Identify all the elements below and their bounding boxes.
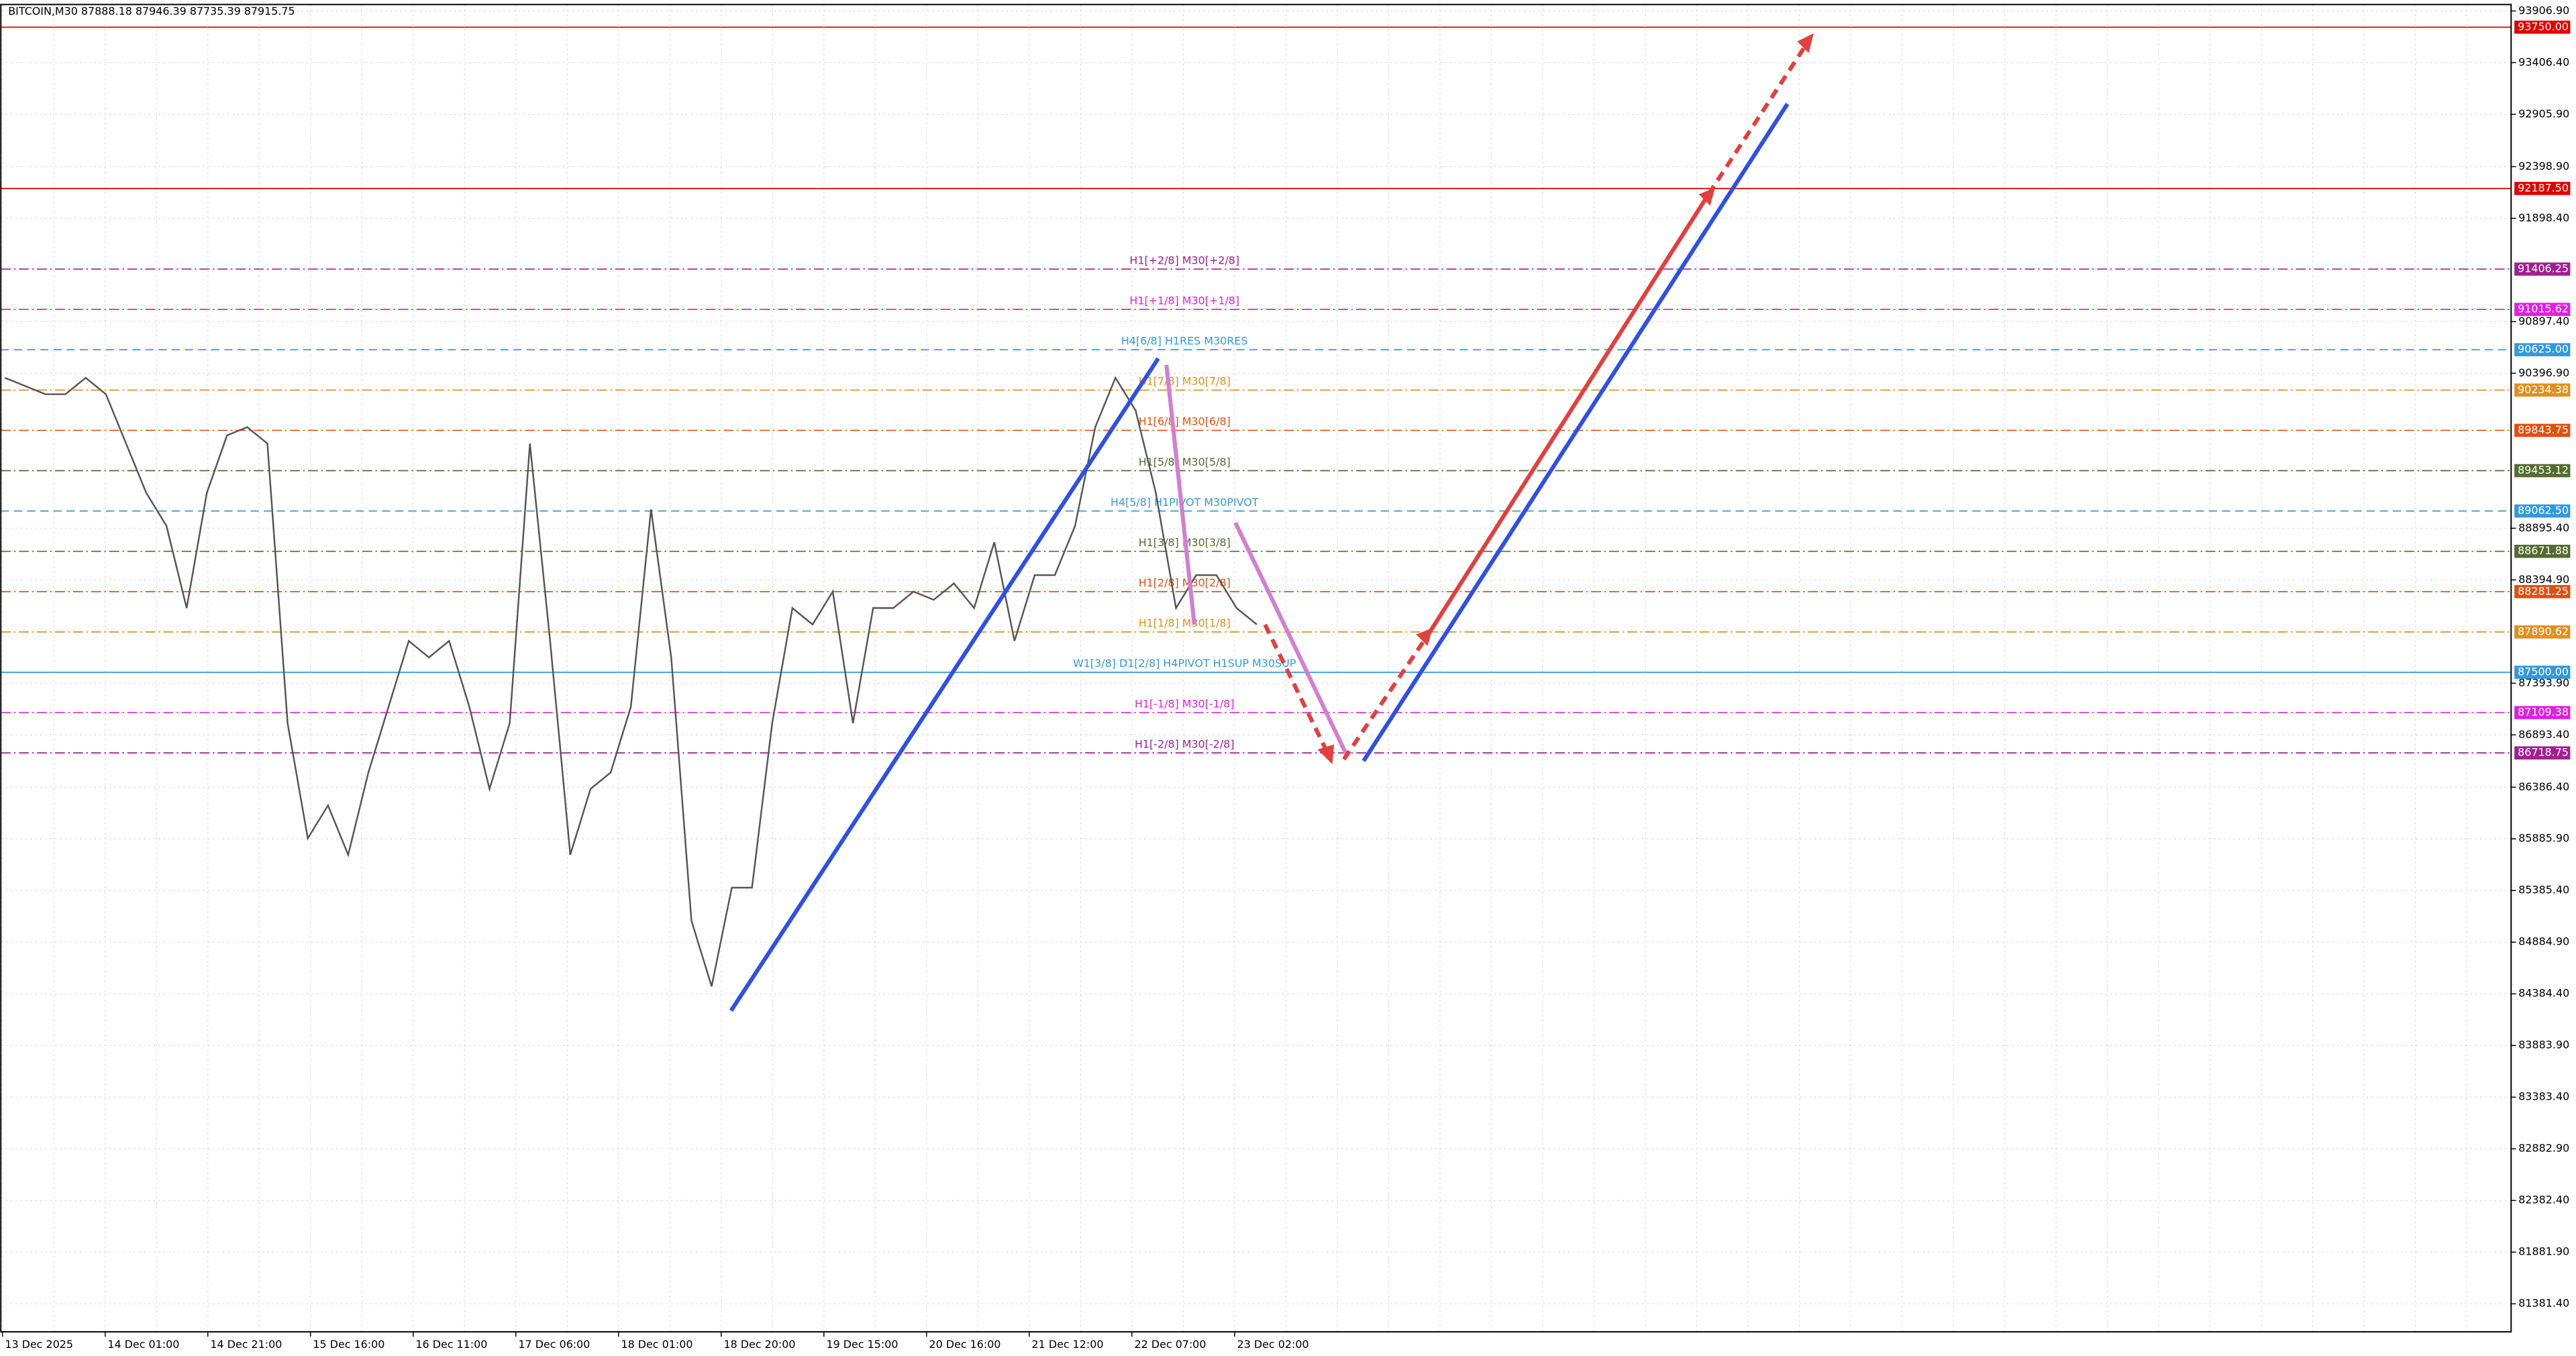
- price-tag-label: 88281.25: [2518, 584, 2569, 597]
- y-tick-label: 86893.40: [2518, 728, 2569, 741]
- projection: [1427, 193, 1710, 634]
- y-tick-label: 93906.90: [2518, 4, 2569, 17]
- level-label: H1[+2/8] M30[+2/8]: [1129, 254, 1239, 266]
- arrow-head: [1317, 744, 1335, 765]
- price-tag-label: 86718.75: [2518, 746, 2569, 759]
- price-tag: [2514, 584, 2571, 598]
- x-tick-label: 18 Dec 01:00: [621, 1338, 692, 1351]
- price-tag-label: 87890.62: [2518, 625, 2569, 637]
- projection: [1342, 636, 1428, 761]
- price-tag: [2514, 20, 2571, 34]
- y-tick-label: 82882.90: [2518, 1142, 2569, 1155]
- y-tick-label: 81881.90: [2518, 1245, 2569, 1258]
- annotations: [729, 33, 1814, 1012]
- x-tick-label: 17 Dec 06:00: [518, 1338, 590, 1351]
- x-tick-label: 23 Dec 02:00: [1237, 1338, 1309, 1351]
- price-tag-label: 90234.38: [2518, 383, 2569, 396]
- price-tag: [2514, 303, 2571, 316]
- price-tag: [2514, 182, 2571, 195]
- levels: H1[+2/8] M30[+2/8] H1[+1/8] M30[+1/8] H4[6…: [1, 26, 2512, 754]
- price-tag-label: 89843.75: [2518, 423, 2569, 436]
- price-tag-label: 90625.00: [2518, 343, 2569, 356]
- level-label: H4[6/8] H1RES M30RES: [1121, 335, 1248, 348]
- y-tick-label: 81381.40: [2518, 1297, 2569, 1310]
- x-tick-label: 21 Dec 12:00: [1032, 1338, 1104, 1351]
- price-tag-label: 87109.38: [2518, 706, 2569, 719]
- y-tick-label: 82382.40: [2518, 1194, 2569, 1206]
- price-line: [4, 376, 1257, 987]
- level-label: H1[5/8] M30[5/8]: [1139, 456, 1231, 468]
- level-label: H1[+1/8] M30[+1/8]: [1129, 294, 1239, 307]
- axes: 93906.90 93406.40 92905.90 92398.90 91898.40…: [1, 4, 2571, 1351]
- arrow-head: [1797, 33, 1814, 53]
- plot-frame: [0, 3, 2512, 1333]
- level-label: H1[1/8] M30[1/8]: [1139, 617, 1231, 629]
- price-tag-label: 93750.00: [2518, 20, 2569, 33]
- projection: [1263, 623, 1331, 758]
- projection: [1706, 42, 1809, 196]
- y-tick-label: 90897.40: [2518, 315, 2569, 327]
- price-tag-label: 91015.62: [2518, 303, 2569, 315]
- price-tag: [2514, 746, 2571, 760]
- x-tick-label: 14 Dec 21:00: [210, 1338, 282, 1351]
- y-tick-label: 91898.40: [2518, 211, 2569, 224]
- arrow-head: [1698, 187, 1716, 206]
- x-tick-label: 18 Dec 20:00: [723, 1338, 795, 1351]
- price-tag: [2514, 544, 2571, 558]
- price-tag-label: 89062.50: [2518, 504, 2569, 517]
- level-label: W1[3/8] D1[2/8] H4PIVOT H1SUP M30SUP: [1073, 657, 1296, 670]
- price-tag: [2514, 262, 2571, 276]
- x-tick-label: 20 Dec 16:00: [929, 1338, 1001, 1351]
- x-tick-label: 22 Dec 07:00: [1135, 1338, 1206, 1351]
- trend-line: [1164, 364, 1196, 625]
- y-tick-label: 86386.40: [2518, 780, 2569, 793]
- y-tick-label: 90396.90: [2518, 366, 2569, 379]
- x-tick-label: 16 Dec 11:00: [415, 1338, 487, 1351]
- trend-line: [729, 357, 1160, 1012]
- y-tick-label: 84884.90: [2518, 935, 2569, 948]
- price-tag: [2514, 464, 2571, 478]
- price-tag-label: 87500.00: [2518, 665, 2569, 678]
- y-tick-label: 83883.90: [2518, 1039, 2569, 1051]
- y-tick-label: 87393.90: [2518, 676, 2569, 689]
- price-tag: [2514, 383, 2571, 397]
- y-tick-label: 85385.40: [2518, 884, 2569, 896]
- y-tick-label: 93406.40: [2518, 56, 2569, 68]
- level-label: H1[7/8] M30[7/8]: [1139, 375, 1231, 388]
- price-tag-label: 89453.12: [2518, 464, 2569, 476]
- price-series: [4, 376, 1257, 987]
- x-tick-label: 13 Dec 2025: [5, 1338, 73, 1351]
- trend-line: [1361, 103, 1790, 762]
- price-tag-label: 91406.25: [2518, 262, 2569, 275]
- level-label: H4[5/8] H1PIVOT M30PIVOT: [1111, 496, 1259, 509]
- level-label: H1[6/8] M30[6/8]: [1139, 415, 1231, 428]
- y-tick-label: 85885.90: [2518, 832, 2569, 845]
- arrow-head: [1416, 627, 1433, 646]
- x-tick-label: 14 Dec 01:00: [107, 1338, 179, 1351]
- price-tag: [2514, 625, 2571, 639]
- price-tag: [2514, 504, 2571, 518]
- y-tick-label: 88394.90: [2518, 573, 2569, 586]
- price-tag: [2514, 666, 2571, 679]
- price-tag-label: 92187.50: [2518, 181, 2569, 194]
- level-label: H1[2/8] M30[2/8]: [1139, 576, 1231, 589]
- level-label: H1[-2/8] M30[-2/8]: [1135, 737, 1235, 750]
- symbol-header: BITCOIN,M30 87888.18 87946.39 87735.39 8…: [8, 5, 295, 17]
- y-tick-label: 92398.90: [2518, 160, 2569, 172]
- y-tick-label: 88895.40: [2518, 521, 2569, 534]
- price-tag: [2514, 423, 2571, 437]
- price-tag-label: 88671.88: [2518, 544, 2569, 557]
- trend-line: [1233, 521, 1349, 758]
- y-tick-label: 84384.40: [2518, 987, 2569, 1000]
- y-tick-label: 83383.40: [2518, 1090, 2569, 1103]
- x-tick-label: 15 Dec 16:00: [313, 1338, 384, 1351]
- price-tag: [2514, 706, 2571, 719]
- level-label: H1[-1/8] M30[-1/8]: [1135, 697, 1235, 710]
- y-tick-label: 92905.90: [2518, 107, 2569, 120]
- price-tag: [2514, 343, 2571, 357]
- x-tick-label: 19 Dec 15:00: [827, 1338, 898, 1351]
